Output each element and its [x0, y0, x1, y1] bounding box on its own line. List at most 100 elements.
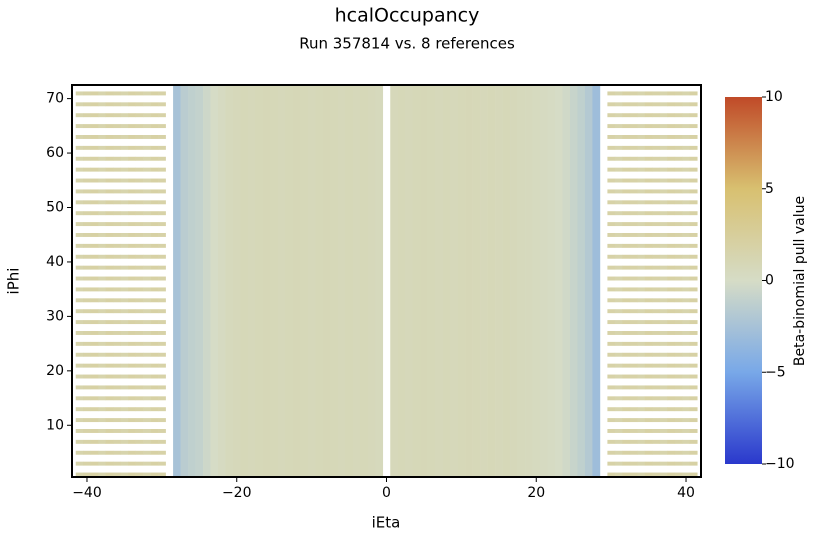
heatmap-cell: [667, 472, 676, 477]
heatmap-cell: [637, 439, 646, 444]
heatmap-cell: [150, 145, 159, 150]
heatmap-cell: [105, 439, 114, 444]
heatmap-cell: [120, 135, 129, 139]
heatmap-cell: [113, 385, 121, 390]
heatmap-cell: [75, 418, 84, 423]
heatmap-cell: [135, 461, 144, 466]
heatmap-cell: [674, 243, 683, 248]
heatmap-cell: [667, 276, 676, 281]
heatmap-cell: [637, 91, 646, 96]
heatmap-column: [240, 85, 249, 477]
heatmap-cell: [614, 363, 623, 368]
heatmap-cell: [158, 352, 166, 357]
heatmap-cell: [105, 396, 114, 401]
heatmap-cell: [667, 439, 676, 444]
heatmap-cell: [644, 320, 653, 325]
heatmap-cell: [614, 200, 623, 205]
heatmap-cell: [75, 265, 84, 270]
heatmap-cell: [674, 363, 683, 368]
heatmap-cell: [105, 113, 114, 118]
heatmap-cell: [689, 276, 698, 281]
heatmap-cell: [158, 91, 166, 96]
heatmap-cell: [83, 178, 92, 183]
heatmap-cell: [90, 287, 99, 292]
heatmap-cell: [105, 222, 114, 227]
heatmap-cell: [674, 461, 683, 466]
heatmap-column: [450, 85, 458, 477]
heatmap-cell: [128, 352, 136, 357]
heatmap-column: [435, 85, 443, 477]
heatmap-cell: [75, 407, 84, 412]
heatmap-cell: [135, 429, 144, 433]
heatmap-cell: [674, 233, 683, 237]
heatmap-cell: [75, 211, 84, 216]
heatmap-cell: [667, 233, 676, 237]
heatmap-cell: [143, 352, 151, 357]
heatmap-cell: [98, 135, 106, 139]
heatmap-cell: [113, 331, 121, 335]
heatmap-cell: [667, 418, 676, 423]
heatmap-cell: [120, 472, 129, 477]
heatmap-cell: [143, 113, 151, 118]
heatmap-cell: [75, 222, 84, 227]
heatmap-cell: [83, 450, 92, 455]
heatmap-cell: [128, 222, 136, 227]
heatmap-cell: [150, 461, 159, 466]
heatmap-cell: [113, 178, 121, 183]
heatmap-cell: [98, 352, 106, 357]
heatmap-cell: [98, 189, 106, 194]
heatmap-cell: [135, 418, 144, 423]
heatmap-cell: [614, 211, 623, 216]
heatmap-cell: [158, 145, 166, 150]
heatmap-cell: [622, 450, 631, 455]
heatmap-cell: [659, 341, 668, 346]
heatmap-cell: [682, 418, 691, 423]
heatmap-cell: [150, 254, 159, 259]
heatmap-cell: [150, 287, 159, 292]
heatmap-cell: [105, 200, 114, 205]
heatmap-cell: [614, 113, 623, 118]
heatmap-cell: [614, 450, 623, 455]
heatmap-cell: [143, 156, 151, 161]
heatmap-cell: [150, 200, 159, 205]
heatmap-cell: [652, 298, 661, 303]
heatmap-column: [487, 85, 496, 477]
heatmap-cell: [607, 178, 616, 183]
heatmap-cell: [614, 254, 623, 259]
heatmap-cell: [682, 352, 691, 357]
heatmap-cell: [113, 352, 121, 357]
heatmap-cell: [158, 265, 166, 270]
heatmap-cell: [674, 178, 683, 183]
heatmap-cell: [75, 439, 84, 444]
heatmap-cell: [674, 320, 683, 325]
heatmap-cell: [128, 385, 136, 390]
heatmap-cell: [98, 276, 106, 281]
heatmap-cell: [113, 189, 121, 194]
heatmap-cell: [659, 254, 668, 259]
heatmap-cell: [674, 331, 683, 335]
heatmap-cell: [143, 276, 151, 281]
heatmap-cell: [682, 472, 691, 477]
heatmap-column: [232, 85, 241, 477]
heatmap-cell: [682, 265, 691, 270]
heatmap-cell: [135, 135, 144, 139]
heatmap-cell: [674, 298, 683, 303]
heatmap-cell: [637, 309, 646, 314]
heatmap-cell: [637, 320, 646, 325]
heatmap-cell: [659, 156, 668, 161]
heatmap-cell: [83, 243, 92, 248]
heatmap-cell: [143, 145, 151, 150]
heatmap-cell: [607, 450, 616, 455]
heatmap-cell: [150, 178, 159, 183]
heatmap-cell: [689, 200, 698, 205]
heatmap-cell: [83, 91, 92, 96]
heatmap-cell: [150, 450, 159, 455]
heatmap-cell: [158, 211, 166, 216]
heatmap-cell: [113, 341, 121, 346]
heatmap-cell: [105, 374, 114, 379]
heatmap-cell: [143, 341, 151, 346]
heatmap-cell: [120, 145, 129, 150]
heatmap-cell: [689, 113, 698, 118]
heatmap-cell: [135, 265, 144, 270]
